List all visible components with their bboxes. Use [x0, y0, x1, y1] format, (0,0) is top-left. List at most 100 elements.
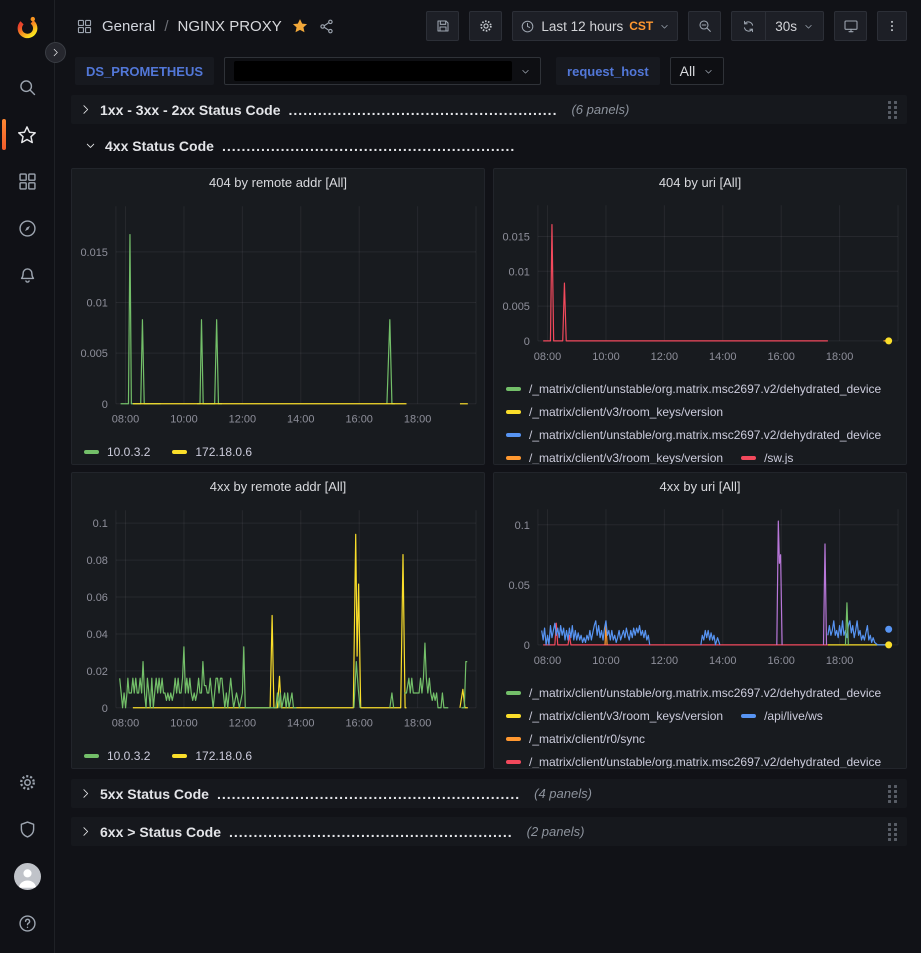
legend-series-marker [84, 449, 99, 454]
legend-series-marker [506, 386, 521, 391]
legend-item[interactable]: /_matrix/client/unstable/org.matrix.msc2… [506, 755, 881, 768]
legend-item[interactable]: /_matrix/client/unstable/org.matrix.msc2… [506, 382, 881, 396]
series-/_matrix/client/unstable/org.matrix.msc2697.v2/dehydrated_device [543, 622, 828, 646]
legend-item[interactable]: /_matrix/client/v3/room_keys/version [506, 451, 723, 464]
svg-text:12:00: 12:00 [229, 718, 256, 730]
dashboards-grid-icon [18, 173, 36, 190]
row-drag-handle[interactable] [886, 99, 899, 121]
sidebar-item-starred[interactable] [0, 111, 54, 158]
legend-series-marker [172, 449, 188, 454]
legend-item[interactable]: 10.0.3.2 [84, 749, 150, 763]
tv-mode-button[interactable] [834, 11, 867, 41]
zoom-out-time-button[interactable] [688, 11, 722, 41]
svg-text:14:00: 14:00 [287, 414, 314, 426]
legend-item[interactable]: 10.0.3.2 [84, 445, 150, 459]
refresh-button[interactable] [732, 12, 765, 40]
sidebar-item-server-admin[interactable] [0, 806, 54, 853]
refresh-interval-dropdown[interactable]: 30s [766, 12, 823, 40]
legend-item[interactable]: 172.18.0.6 [172, 749, 252, 763]
time-series-chart[interactable]: 08:00 10:00 12:00 14:00 16:00 18:00 0 0.02 0.04 0… [72, 500, 484, 738]
dashboard-settings-button[interactable] [469, 11, 503, 41]
legend-series-marker [172, 753, 188, 758]
legend-label: 10.0.3.2 [107, 444, 151, 459]
axis-labels: 08:00 10:00 12:00 14:00 16:00 18:00 0 0.05 0.1 [509, 520, 854, 667]
sidebar-item-alerting[interactable] [0, 252, 54, 299]
time-series-chart[interactable]: 08:00 10:00 12:00 14:00 16:00 18:00 0 0.005 0.01… [494, 195, 906, 371]
row-5xx-status-code[interactable]: 5xx Status Code ........................… [71, 779, 907, 808]
search-icon [19, 80, 35, 96]
svg-text:18:00: 18:00 [404, 718, 431, 730]
legend-row: /_matrix/client/v3/room_keys/version/api… [506, 704, 906, 727]
row-6xx-status-code[interactable]: 6xx > Status Code ......................… [71, 817, 907, 846]
row-drag-handle[interactable] [886, 783, 899, 805]
svg-text:14:00: 14:00 [709, 351, 736, 363]
svg-text:0.01: 0.01 [87, 297, 108, 309]
share-icon[interactable] [318, 18, 335, 35]
legend-series-marker [506, 455, 521, 460]
panel-title[interactable]: 4xx by remote addr [All] [209, 479, 347, 494]
compass-icon [18, 220, 36, 237]
svg-text:0.015: 0.015 [80, 247, 107, 259]
svg-text:14:00: 14:00 [287, 718, 314, 730]
sidebar-item-profile[interactable] [0, 853, 54, 900]
timezone-label: CST [629, 19, 654, 33]
time-range-picker[interactable]: Last 12 hours CST [512, 11, 679, 41]
gear-icon [19, 775, 35, 790]
kebab-menu-icon [891, 20, 893, 32]
chevron-right-icon [83, 789, 89, 798]
sidebar-item-explore[interactable] [0, 205, 54, 252]
chart-svg: 08:00 10:00 12:00 14:00 16:00 18:00 0 0.05 0.1 [509, 509, 899, 667]
legend-item[interactable]: /_matrix/client/unstable/org.matrix.msc2… [506, 686, 881, 700]
legend-item[interactable]: 172.18.0.6 [172, 445, 252, 459]
grafana-logo[interactable] [0, 0, 54, 54]
row-dots: ........................................… [221, 137, 516, 154]
series-lines [120, 233, 468, 405]
time-range-label: Last 12 hours [541, 18, 624, 34]
svg-text:14:00: 14:00 [709, 655, 736, 667]
svg-text:0.1: 0.1 [515, 520, 530, 532]
axis-labels: 08:00 10:00 12:00 14:00 16:00 18:00 0 0.02 0.04 0… [87, 518, 432, 730]
legend-item[interactable]: /_matrix/client/r0/sync [506, 732, 645, 746]
panel-title[interactable]: 404 by remote addr [All] [208, 175, 348, 190]
svg-text:0.005: 0.005 [80, 348, 107, 360]
sidebar-expand-button[interactable] [45, 42, 66, 63]
save-dashboard-button[interactable] [426, 11, 460, 41]
breadcrumb: General / NGINX PROXY [76, 17, 335, 35]
svg-text:0: 0 [102, 703, 108, 715]
panel-4xx-by-uri-all: 4xx by uri [All] 08:00 10:00 12:00 14:00 16:0… [493, 472, 907, 769]
chevron-right-icon [83, 105, 89, 114]
request-host-dropdown[interactable]: All [669, 57, 725, 85]
sidebar-item-configuration[interactable] [0, 759, 54, 806]
legend-item[interactable]: /_matrix/client/v3/room_keys/version [506, 709, 723, 723]
legend-item[interactable]: /api/live/ws [741, 709, 823, 723]
time-series-chart[interactable]: 08:00 10:00 12:00 14:00 16:00 18:00 0 0.005 0.01… [72, 196, 484, 434]
favorite-star-icon[interactable] [291, 17, 309, 35]
sidebar-item-search[interactable] [0, 64, 54, 111]
legend-item[interactable]: /_matrix/client/unstable/org.matrix.msc2… [506, 428, 881, 442]
dashboard-title[interactable]: NGINX PROXY [177, 17, 282, 35]
data-point [885, 626, 893, 634]
legend-series-marker [506, 736, 521, 741]
sidebar-item-dashboards[interactable] [0, 158, 54, 205]
svg-text:08:00: 08:00 [112, 718, 139, 730]
row-4xx-status-code[interactable]: 4xx Status Code ........................… [71, 133, 907, 158]
series-172.18.0.6 [459, 688, 468, 709]
row-title: 5xx Status Code [100, 785, 209, 802]
sidebar-item-help[interactable] [0, 900, 54, 947]
avatar [13, 863, 41, 890]
svg-text:18:00: 18:00 [826, 655, 853, 667]
sidebar [0, 0, 66, 953]
legend: /_matrix/client/unstable/org.matrix.msc2… [494, 675, 906, 768]
panel-title[interactable]: 404 by uri [All] [658, 175, 742, 190]
more-options-button[interactable] [877, 11, 907, 41]
row-1xx-3xx-2xx-status-code[interactable]: 1xx - 3xx - 2xx Status Code ............… [71, 95, 907, 124]
breadcrumb-folder[interactable]: General [102, 17, 156, 35]
legend-item[interactable]: /sw.js [741, 451, 793, 464]
datasource-dropdown[interactable] [224, 57, 542, 85]
series-10.0.3.2 [120, 233, 161, 405]
time-series-chart[interactable]: 08:00 10:00 12:00 14:00 16:00 18:00 0 0.05 0.1 [494, 499, 906, 675]
panel-title[interactable]: 4xx by uri [All] [659, 479, 741, 494]
row-dots: ........................................… [216, 785, 521, 802]
legend-item[interactable]: /_matrix/client/v3/room_keys/version [506, 405, 723, 419]
row-drag-handle[interactable] [886, 821, 899, 843]
